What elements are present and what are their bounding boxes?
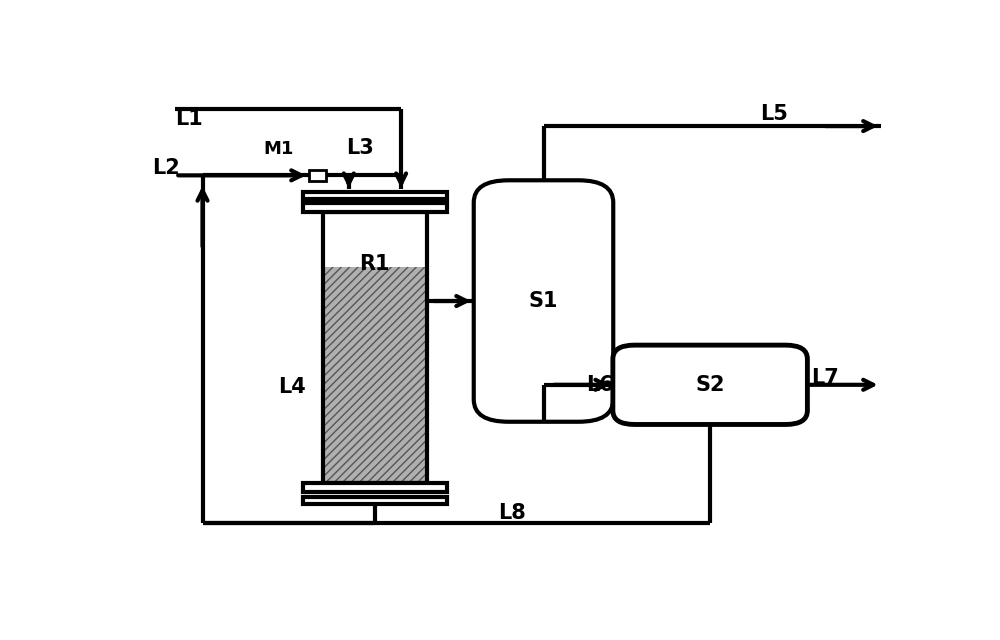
- Text: L3: L3: [346, 138, 374, 157]
- FancyBboxPatch shape: [474, 180, 613, 422]
- Text: L6: L6: [586, 375, 614, 395]
- Bar: [303, 192, 447, 198]
- Text: L1: L1: [175, 109, 203, 129]
- Text: S2: S2: [695, 375, 725, 395]
- Bar: [323, 266, 427, 483]
- Bar: [309, 170, 326, 180]
- Text: L7: L7: [811, 369, 839, 388]
- Text: R1: R1: [359, 254, 390, 274]
- Bar: [303, 483, 447, 492]
- Bar: [303, 204, 447, 212]
- Text: L4: L4: [278, 377, 306, 397]
- Text: L2: L2: [152, 158, 180, 178]
- Text: S1: S1: [529, 291, 558, 311]
- Bar: [323, 212, 427, 483]
- FancyBboxPatch shape: [613, 345, 807, 424]
- Bar: [303, 497, 447, 504]
- Text: L8: L8: [499, 503, 526, 523]
- Text: L5: L5: [761, 104, 788, 124]
- Text: M1: M1: [264, 140, 294, 157]
